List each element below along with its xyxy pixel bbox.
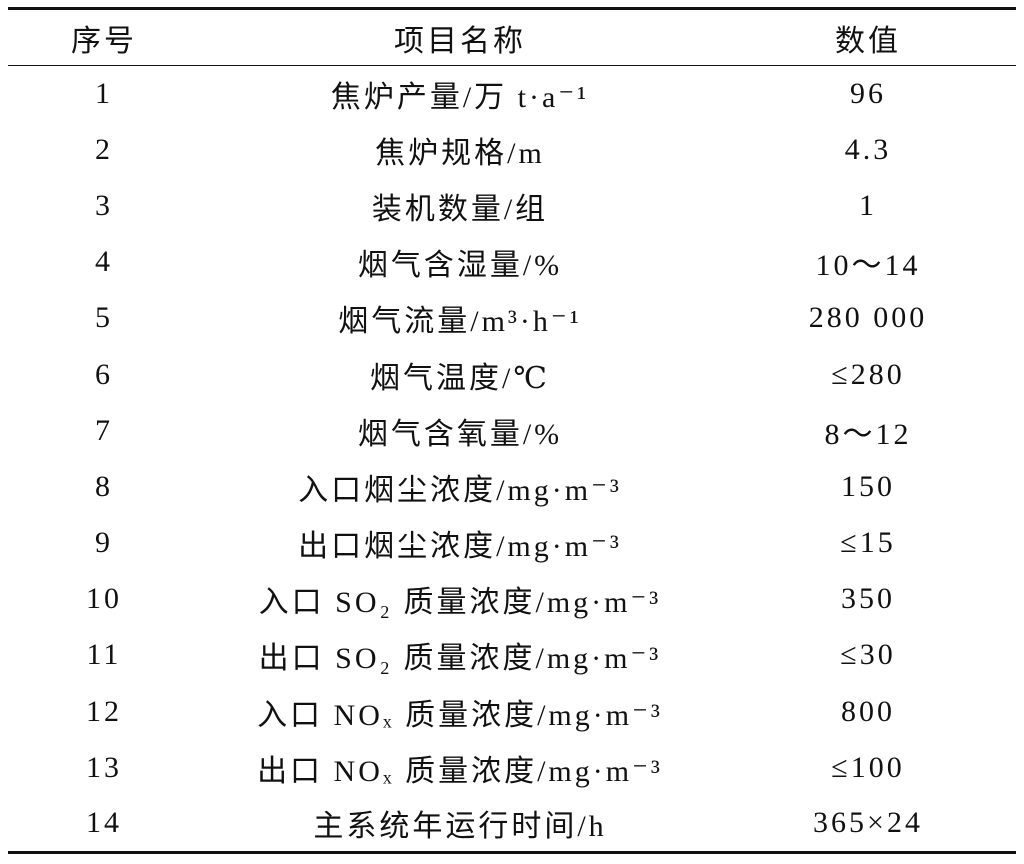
header-cell: 项目名称 <box>394 24 526 58</box>
table-body: 1 焦炉产量/万 t·a⁻¹ 96 2 焦炉规格/m 4.3 3 装机数量/组 1 4 烟气含湿量/… <box>8 66 1016 853</box>
table-cell: 800 <box>841 694 895 728</box>
table-cell: ≤15 <box>840 526 896 560</box>
header-cell: 数值 <box>835 24 901 58</box>
table-cell: 6 <box>95 357 113 391</box>
table-row: 10 入口 SO₂ 质量浓度/mg·m⁻³ 350 <box>8 571 1016 627</box>
table-cell: 12 <box>86 694 122 728</box>
table-cell: 8 <box>95 469 113 503</box>
table-cell: ≤30 <box>840 638 896 672</box>
table-cell: 9 <box>95 526 113 560</box>
table-row: 2 焦炉规格/m 4.3 <box>8 122 1016 178</box>
table-row: 6 烟气温度/℃ ≤280 <box>8 346 1016 402</box>
table-cell: 5 <box>95 301 113 335</box>
table-cell: 10～14 <box>815 249 921 283</box>
table-cell: ≤100 <box>831 750 905 784</box>
table-cell: 入口 SO₂ 质量浓度/mg·m⁻³ <box>258 586 662 620</box>
table-cell: 装机数量/组 <box>371 192 549 226</box>
table-cell: 14 <box>86 806 122 840</box>
table-cell: 8～12 <box>824 417 912 451</box>
table-cell: 365×24 <box>813 806 923 840</box>
table-row: 11 出口 SO₂ 质量浓度/mg·m⁻³ ≤30 <box>8 627 1016 683</box>
table-cell: 350 <box>841 582 895 616</box>
table-cell: 入口烟尘浓度/mg·m⁻³ <box>298 473 622 507</box>
table-cell: 1 <box>95 76 113 110</box>
table-cell: 烟气含氧量/% <box>357 417 563 451</box>
header-row: 序号 项目名称 数值 <box>8 8 1016 66</box>
table-cell: 烟气流量/m³·h⁻¹ <box>338 305 582 339</box>
table-cell: 13 <box>86 750 122 784</box>
table-row: 3 装机数量/组 1 <box>8 178 1016 234</box>
table-header: 序号 项目名称 数值 <box>8 8 1016 66</box>
table-cell: 焦炉产量/万 t·a⁻¹ <box>330 80 590 114</box>
table-row: 9 出口烟尘浓度/mg·m⁻³ ≤15 <box>8 515 1016 571</box>
table-row: 5 烟气流量/m³·h⁻¹ 280 000 <box>8 290 1016 346</box>
table-cell: 4 <box>95 245 113 279</box>
table-cell: 4.3 <box>844 132 892 166</box>
table-cell: 7 <box>95 413 113 447</box>
table-cell: 出口烟尘浓度/mg·m⁻³ <box>298 530 622 564</box>
table-cell: 96 <box>850 76 886 110</box>
table-cell: 150 <box>841 469 895 503</box>
table-row: 7 烟气含氧量/% 8～12 <box>8 403 1016 459</box>
table-row: 4 烟气含湿量/% 10～14 <box>8 234 1016 290</box>
table-cell: 3 <box>95 188 113 222</box>
table-cell: 10 <box>86 582 122 616</box>
table-row: 14 主系统年运行时间/h 365×24 <box>8 796 1016 853</box>
table-cell: 焦炉规格/m <box>375 136 545 170</box>
table-cell: 入口 NOₓ 质量浓度/mg·m⁻³ <box>257 698 663 732</box>
table-row: 8 入口烟尘浓度/mg·m⁻³ 150 <box>8 459 1016 515</box>
table-cell: 主系统年运行时间/h <box>313 810 607 844</box>
table-cell: 280 000 <box>808 301 928 335</box>
table-cell: 出口 SO₂ 质量浓度/mg·m⁻³ <box>258 642 662 676</box>
table-row: 1 焦炉产量/万 t·a⁻¹ 96 <box>8 66 1016 122</box>
table-row: 12 入口 NOₓ 质量浓度/mg·m⁻³ 800 <box>8 684 1016 740</box>
header-cell: 序号 <box>71 24 137 58</box>
table-cell: 2 <box>95 132 113 166</box>
table-cell: 1 <box>859 188 877 222</box>
table-cell: 出口 NOₓ 质量浓度/mg·m⁻³ <box>257 754 663 788</box>
table-cell: 11 <box>86 638 122 672</box>
data-table: 序号 项目名称 数值 1 焦炉产量/万 t·a⁻¹ 96 2 焦炉规格/m 4.3 3 装机数… <box>8 7 1016 854</box>
table-row: 13 出口 NOₓ 质量浓度/mg·m⁻³ ≤100 <box>8 740 1016 796</box>
table-cell: 烟气温度/℃ <box>370 361 550 395</box>
table-cell: 烟气含湿量/% <box>357 249 563 283</box>
table-cell: ≤280 <box>831 357 905 391</box>
